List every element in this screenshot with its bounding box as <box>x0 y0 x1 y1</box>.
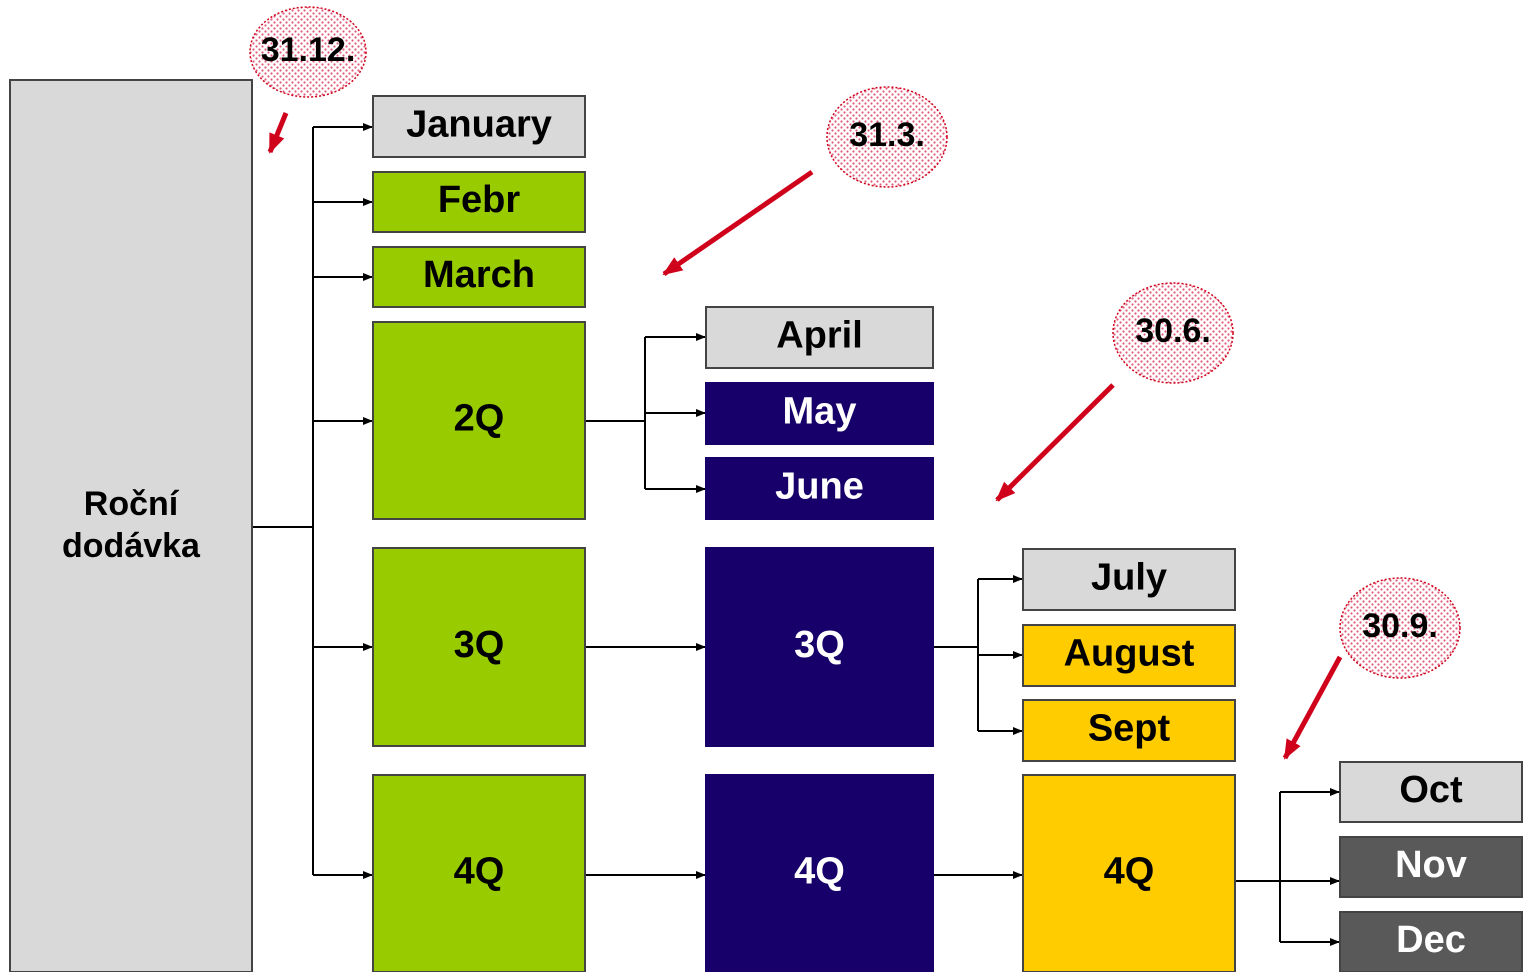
node-label: 4Q <box>1104 851 1155 893</box>
node: April <box>705 306 934 369</box>
node-label: July <box>1091 557 1167 599</box>
node-box <box>372 774 586 972</box>
node-box <box>705 306 934 369</box>
node: 3Q <box>705 547 934 747</box>
node: January <box>372 95 586 158</box>
callout-arrow <box>267 112 289 154</box>
node-box <box>372 95 586 158</box>
node-box <box>705 774 934 972</box>
node: Febr <box>372 171 586 233</box>
node: 4Q <box>372 774 586 972</box>
node-box <box>1022 699 1236 762</box>
node-box <box>1339 911 1523 972</box>
badge-label: 30.6. <box>1135 312 1211 350</box>
node-box <box>705 382 934 445</box>
branch <box>933 579 979 731</box>
badge-shape <box>1339 577 1461 679</box>
date-badge: 31.3. <box>826 86 948 188</box>
node-box <box>705 457 934 520</box>
node: 3Q <box>372 547 586 747</box>
node-label: Sept <box>1088 708 1171 750</box>
node-box <box>1022 624 1236 687</box>
node: 2Q <box>372 321 586 520</box>
node: Nov <box>1339 836 1523 898</box>
date-badge: 31.12. <box>249 6 367 98</box>
node: March <box>372 246 586 308</box>
branch <box>585 337 646 489</box>
badge-shape <box>1112 282 1234 384</box>
badge-label: 31.3. <box>849 116 925 154</box>
node-box <box>1339 761 1523 823</box>
node-box <box>372 321 586 520</box>
node-box <box>372 547 586 747</box>
node: 4Q <box>1022 774 1236 972</box>
callout-arrow <box>995 383 1115 502</box>
node-box <box>705 547 934 747</box>
callout-arrow <box>662 169 814 277</box>
node-label: Oct <box>1399 769 1463 811</box>
node-label: August <box>1064 633 1195 675</box>
node-box <box>1022 548 1236 611</box>
node-label: 2Q <box>454 398 505 440</box>
badge-shape <box>826 86 948 188</box>
node-label: Dec <box>1396 919 1466 961</box>
node-label: 4Q <box>794 851 845 893</box>
node-label: April <box>776 315 863 357</box>
node-label: May <box>783 391 857 433</box>
node-label: March <box>423 254 535 296</box>
node: May <box>705 382 934 445</box>
node-box <box>372 246 586 308</box>
node-label: 4Q <box>454 851 505 893</box>
badge-label: 30.9. <box>1362 607 1438 645</box>
node: 4Q <box>705 774 934 972</box>
callout-arrow <box>1282 655 1343 760</box>
trunk <box>252 127 314 875</box>
node: Oct <box>1339 761 1523 823</box>
badge-label: 31.12. <box>261 31 356 69</box>
node: June <box>705 457 934 520</box>
node-label: January <box>406 104 552 146</box>
node-label: 3Q <box>454 624 505 666</box>
node-box <box>372 171 586 233</box>
node-label: Nov <box>1395 844 1467 886</box>
node-box <box>1339 836 1523 898</box>
badge-shape <box>249 6 367 98</box>
node: Sept <box>1022 699 1236 762</box>
node: Roční dodávka <box>9 79 253 972</box>
node-label: Roční dodávka <box>62 485 201 565</box>
node: Dec <box>1339 911 1523 972</box>
node-box <box>1022 774 1236 972</box>
callout-arrows <box>267 112 1343 760</box>
node-box <box>9 79 253 972</box>
date-badge: 30.9. <box>1339 577 1461 679</box>
node-label: Febr <box>438 179 521 221</box>
node-label: June <box>775 466 864 508</box>
node: July <box>1022 548 1236 611</box>
branch <box>1235 792 1281 942</box>
date-badge: 30.6. <box>1112 282 1234 384</box>
connectors <box>252 123 1340 946</box>
node-label: 3Q <box>794 624 845 666</box>
node: August <box>1022 624 1236 687</box>
